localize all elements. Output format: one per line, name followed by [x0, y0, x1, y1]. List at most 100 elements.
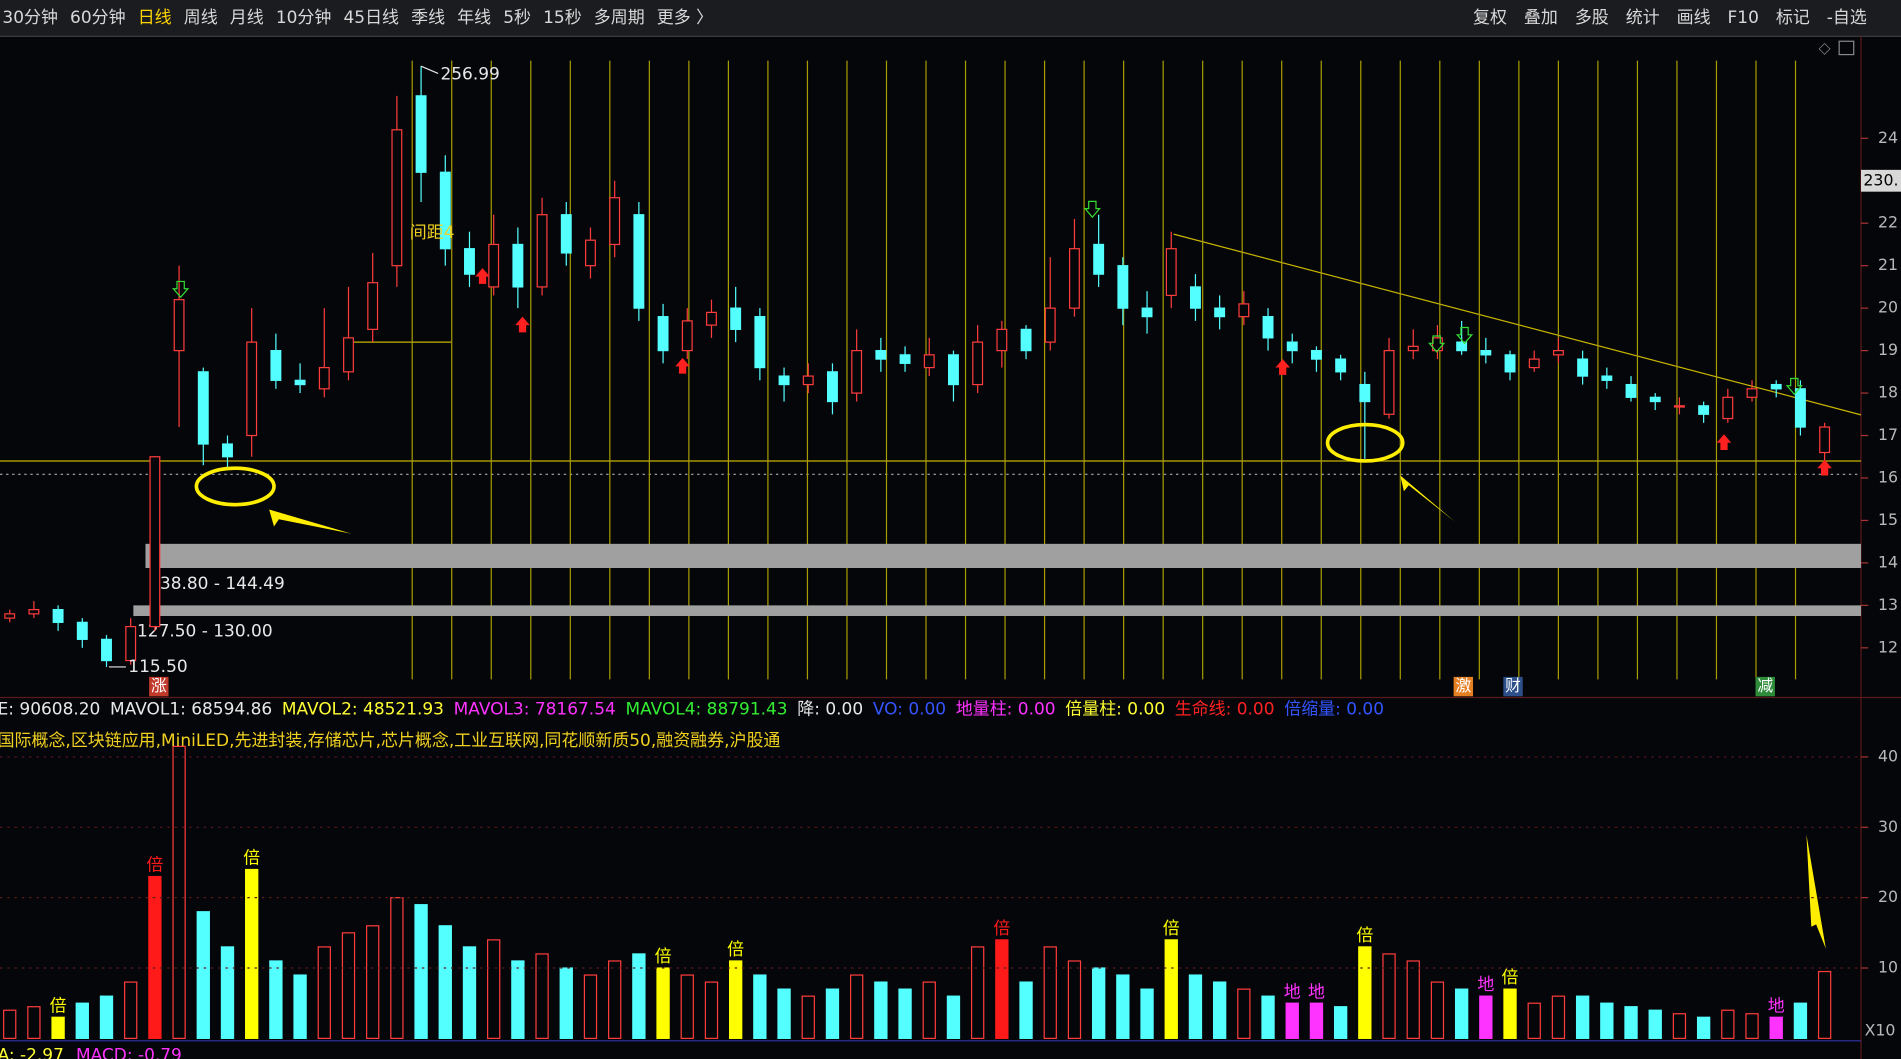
volume-bar	[1212, 981, 1227, 1039]
tool-button[interactable]: 画线	[1677, 8, 1711, 28]
period-button[interactable]: 月线	[230, 8, 264, 28]
tool-button[interactable]: 统计	[1626, 8, 1660, 28]
period-button[interactable]: 更多 〉	[657, 8, 713, 28]
macd-value: A: -2.97	[0, 1045, 64, 1059]
icon[interactable]: ◇	[1819, 38, 1832, 57]
candle-body	[1552, 349, 1564, 356]
event-marker-bg	[1503, 676, 1523, 697]
low-label: 115.50	[128, 657, 187, 677]
period-button[interactable]: 5秒	[503, 8, 531, 28]
y-tick-label: 15	[1878, 510, 1898, 529]
candle-body	[464, 248, 475, 275]
candle-body	[1238, 303, 1250, 318]
candle-body	[585, 239, 596, 267]
volume-bar	[99, 995, 114, 1039]
price-zone	[145, 543, 1861, 569]
volume-bar	[1309, 1002, 1324, 1039]
volume-bar	[245, 868, 259, 1039]
volume-bar	[1091, 967, 1106, 1039]
candle-body	[246, 341, 258, 437]
period-button[interactable]: 季线	[411, 8, 445, 28]
volume-bar	[1164, 939, 1178, 1039]
candle-body	[149, 456, 161, 628]
signal-arrow-up	[1716, 434, 1732, 451]
axes: 24 22 21 20 19 18 17 16 15 14 13 12 230. 40 30 20 10 X10	[0, 128, 1901, 1040]
y-tick-label: 18	[1878, 383, 1898, 402]
tool-button[interactable]: 叠加	[1524, 8, 1558, 28]
volume-bar	[1503, 988, 1517, 1039]
volume-bar	[438, 925, 452, 1039]
volume-bar	[849, 974, 864, 1039]
volume-bar	[1237, 988, 1251, 1039]
volume-bar	[656, 967, 670, 1039]
signal-arrow-up	[675, 357, 690, 374]
candle-body	[512, 243, 524, 288]
candle-body	[415, 95, 427, 173]
signal-arrow-down	[172, 280, 190, 299]
candle-body	[1698, 405, 1710, 415]
tool-button[interactable]: F10	[1728, 8, 1759, 28]
volume-bar	[1116, 974, 1130, 1039]
volume-bar	[680, 974, 694, 1039]
event-marker[interactable]: 财	[1505, 676, 1521, 695]
volume-bar	[1285, 1002, 1299, 1039]
candle-body	[1214, 307, 1226, 318]
current-price-box	[1860, 169, 1901, 192]
volume-bar	[753, 974, 767, 1039]
candle-body	[827, 371, 838, 403]
period-button[interactable]: 多周期	[594, 8, 645, 28]
period-button[interactable]: 年线	[457, 8, 491, 28]
volume-bar	[511, 960, 525, 1039]
period-button[interactable]: 30分钟	[2, 8, 58, 28]
highlight-circle	[194, 466, 276, 507]
volume-bar	[728, 960, 743, 1039]
candle-body	[1480, 349, 1492, 356]
tool-button[interactable]: 复权	[1473, 8, 1507, 28]
volume-bar	[1043, 946, 1057, 1039]
candle-body	[1335, 358, 1347, 373]
event-marker[interactable]: 涨	[151, 676, 167, 695]
icon[interactable]	[1838, 40, 1855, 56]
period-button[interactable]: 10分钟	[276, 8, 332, 28]
volume-bar	[1454, 988, 1469, 1039]
signal-arrow-down	[1083, 200, 1101, 219]
indicator-row: E: 90608.20 MAVOL1: 68594.86 MAVOL2: 48521…	[0, 700, 1384, 720]
candle-body	[270, 349, 282, 381]
period-button[interactable]: 周线	[184, 8, 218, 28]
candle-body	[173, 299, 185, 352]
volume-mark-label: 地	[1768, 996, 1785, 1016]
period-button[interactable]: 日线	[138, 8, 172, 28]
tool-button[interactable]: -自选	[1827, 8, 1867, 28]
period-button[interactable]: 60分钟	[70, 8, 126, 28]
period-button[interactable]: 45日线	[343, 8, 399, 28]
tool-button[interactable]: 多股	[1575, 8, 1609, 28]
toolbar: 30分钟 60分钟 日线 周线 月线 10分钟 45日线 季线 年线 5秒 15秒 多周期 更多 〉 复权…	[2, 8, 1866, 28]
volume-bar	[1696, 1016, 1711, 1039]
candle-body	[1359, 383, 1371, 403]
event-marker[interactable]: 激	[1455, 676, 1471, 695]
candle-body	[125, 625, 137, 662]
y-tick-label: 19	[1878, 340, 1898, 359]
toolbar-left: 30分钟 60分钟 日线 周线 月线 10分钟 45日线 季线 年线 5秒 15秒 多周期 更多 〉	[2, 8, 713, 28]
event-marker-bg	[1755, 676, 1775, 697]
tool-button[interactable]: 标记	[1776, 8, 1810, 28]
volume-bar	[535, 953, 549, 1039]
y-tick-label: 12	[1878, 637, 1898, 656]
candle-body	[1407, 345, 1419, 352]
volume-bar	[269, 960, 283, 1039]
volume-bar	[75, 1002, 89, 1039]
signal-arrow-up	[475, 268, 490, 284]
period-button[interactable]: 15秒	[543, 8, 582, 28]
event-marker[interactable]: 减	[1757, 676, 1773, 695]
candle-body	[706, 311, 717, 326]
volume-bar	[462, 946, 477, 1039]
vol-tick-label: 20	[1878, 887, 1898, 906]
volume-bar	[1406, 960, 1420, 1039]
volume-mark-label: 地	[1308, 982, 1325, 1002]
volume-bar	[487, 939, 501, 1039]
pointer-arrow	[1400, 475, 1455, 522]
signal-arrow-up	[1817, 459, 1832, 476]
